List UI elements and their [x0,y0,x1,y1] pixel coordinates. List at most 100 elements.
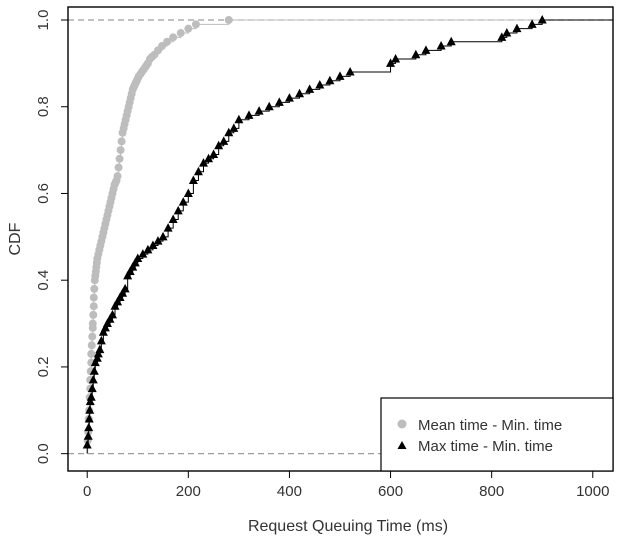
data-point [110,301,120,310]
series-layer [82,15,613,454]
data-point [143,244,153,254]
data-point [411,49,421,59]
data-point [83,431,93,440]
data-point [82,439,92,449]
data-point [178,197,188,206]
data-point [85,396,95,406]
data-point [446,36,456,46]
x-tick-label: 800 [479,483,504,500]
data-point [114,163,123,172]
data-point [123,270,133,280]
data-point [89,366,99,375]
data-point [497,32,507,41]
data-point [274,97,284,106]
data-point [88,319,97,328]
data-point [214,140,224,150]
x-tick-label: 400 [277,483,302,500]
data-point [264,101,274,111]
data-point [100,322,110,332]
y-axis: 0.0 0.2 0.4 0.6 0.8 1.0 [35,10,68,464]
data-point [118,288,128,297]
data-point [254,106,264,115]
data-point [502,28,512,37]
series-1 [82,15,613,454]
x-tick-label: 0 [83,483,91,500]
data-point [128,262,138,271]
y-tick-label: 0.4 [35,270,52,291]
data-point [148,240,158,250]
data-point [183,188,193,197]
data-point [527,19,537,28]
x-tick-label: 1000 [576,483,609,500]
data-point [335,71,345,80]
data-point [96,335,106,345]
x-tick-label: 600 [378,483,403,500]
data-point [116,146,125,155]
data-point [305,84,315,93]
data-point [169,33,178,42]
y-axis-label: CDF [7,222,24,255]
data-point [188,175,198,184]
data-point [284,93,294,102]
data-point [89,302,98,311]
data-point [90,357,100,367]
data-point [315,80,325,89]
data-point [176,29,185,38]
data-point [102,318,112,328]
data-point [224,16,233,25]
x-axis: 0 200 400 600 800 1000 [83,471,609,500]
legend: Mean time - Min. time Max time - Min. ti… [380,397,614,472]
legend-box [380,397,614,472]
data-point [92,353,102,362]
data-point [229,123,239,132]
data-point [117,137,126,146]
data-point [130,257,140,267]
data-point [105,314,115,323]
data-point [193,166,203,176]
y-tick-label: 0.6 [35,183,52,204]
data-point [85,405,95,414]
data-point [391,54,401,63]
data-point [209,149,219,158]
data-point [133,253,143,263]
data-point [93,348,103,358]
data-point [113,296,123,306]
data-point [88,374,98,384]
data-point [87,341,96,350]
data-point [84,413,94,423]
data-point [138,249,148,258]
data-point [173,205,183,215]
data-point [153,236,163,245]
data-point [198,158,208,167]
data-point [163,37,172,46]
data-point [436,41,446,50]
data-point [168,214,178,223]
data-point [345,67,355,76]
legend-label-mean: Mean time - Min. time [418,417,562,434]
plot-frame [67,6,614,472]
data-point [84,422,94,432]
data-point [325,75,335,85]
data-point [244,110,254,119]
data-point [89,293,98,302]
data-point [113,172,122,181]
y-tick-label: 0.8 [35,96,52,117]
data-point [295,88,305,98]
data-point [120,283,130,293]
data-point [86,392,96,401]
data-point [90,284,99,293]
y-tick-label: 0.2 [35,356,52,377]
data-point [115,292,125,302]
y-tick-label: 0.0 [35,443,52,464]
legend-marker-max [397,441,407,449]
x-axis-label: Request Queuing Time (ms) [248,518,448,535]
data-point [219,136,229,145]
data-point [88,332,97,341]
data-point [421,45,431,54]
data-point [87,349,96,358]
data-point [537,15,547,24]
data-point [115,154,124,163]
data-point [89,310,98,319]
data-point [95,344,105,354]
